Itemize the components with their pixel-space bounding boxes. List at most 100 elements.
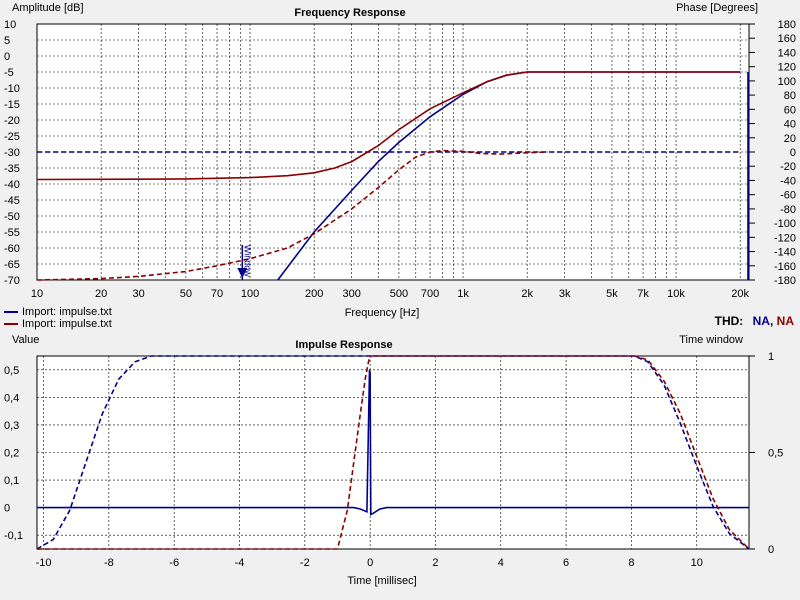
window-marker-label: Window xyxy=(242,245,252,278)
freq-right-tick-label: -80 xyxy=(780,204,796,216)
impulse-left-tick-label: 0,4 xyxy=(4,392,19,404)
impulse-left-tick-label: 0,3 xyxy=(4,420,19,432)
thd-value-red: NA xyxy=(777,314,794,328)
freq-x-tick-label: 20 xyxy=(95,288,107,300)
legend-item-red[interactable]: Import: impulse.txt xyxy=(4,318,112,330)
freq-chart-title: Frequency Response xyxy=(294,7,405,19)
thd-value-blue: NA xyxy=(753,314,770,328)
legend-label-blue: Import: impulse.txt xyxy=(22,306,112,318)
legend-item-blue[interactable]: Import: impulse.txt xyxy=(4,306,112,318)
freq-x-tick-label: 100 xyxy=(241,288,259,300)
freq-right-tick-label: -60 xyxy=(780,190,796,202)
impulse-left-tick-label: 0,1 xyxy=(4,475,19,487)
legend-swatch-blue xyxy=(4,311,18,313)
thd-label: THD: xyxy=(715,314,744,328)
impulse-right-axis-label: Time window xyxy=(679,334,743,346)
impulse-x-tick-label: -8 xyxy=(104,557,114,569)
impulse-x-tick-label: 4 xyxy=(498,557,504,569)
freq-left-tick-label: -25 xyxy=(4,131,20,143)
freq-left-tick-label: 10 xyxy=(4,19,16,31)
freq-x-tick-label: 50 xyxy=(180,288,192,300)
freq-right-tick-label: 60 xyxy=(784,104,796,116)
legend-label-red: Import: impulse.txt xyxy=(22,318,112,330)
impulse-x-axis-label: Time [millisec] xyxy=(347,575,416,587)
impulse-x-tick-label: 0 xyxy=(367,557,373,569)
impulse-x-ticks: -10 -8 -6 -4 -2 0 2 4 6 8 10 xyxy=(36,557,703,569)
freq-x-tick-label: 20k xyxy=(731,288,749,300)
impulse-right-ticks: 10,50 xyxy=(749,351,783,556)
freq-left-tick-label: -10 xyxy=(4,83,20,95)
impulse-x-tick-label: -4 xyxy=(235,557,245,569)
freq-right-tick-label: 160 xyxy=(778,33,796,45)
freq-left-tick-label: -20 xyxy=(4,115,20,127)
freq-left-tick-label: 0 xyxy=(4,51,10,63)
freq-x-tick-label: 10k xyxy=(667,288,685,300)
freq-right-tick-label: -100 xyxy=(774,218,796,230)
freq-right-tick-label: -160 xyxy=(774,261,796,273)
freq-right-tick-label: 20 xyxy=(784,133,796,145)
impulse-x-tick-label: 10 xyxy=(691,557,703,569)
legend-swatch-red xyxy=(4,323,18,325)
freq-right-axis-label: Phase [Degrees] xyxy=(676,2,758,14)
freq-x-tick-label: 200 xyxy=(305,288,323,300)
freq-right-tick-label: 0 xyxy=(790,147,796,159)
freq-right-tick-label: -140 xyxy=(774,247,796,259)
freq-right-tick-label: 120 xyxy=(778,62,796,74)
freq-left-ticks: 10 5 0 -5 -10 -15 -20 -25 -30 -35 -40 -45 -50 -55 -60 -… xyxy=(4,19,20,287)
freq-right-tick-label: -20 xyxy=(780,161,796,173)
freq-x-tick-label: 3k xyxy=(559,288,571,300)
freq-left-tick-label: -65 xyxy=(4,259,20,271)
freq-x-ticks: 10 20 30 50 70 100 200 300 500 700 1k 2k 3k 5k 7k 10k 20… xyxy=(31,288,750,300)
freq-x-tick-label: 5k xyxy=(606,288,618,300)
freq-left-tick-label: -40 xyxy=(4,179,20,191)
impulse-x-tick-label: 6 xyxy=(563,557,569,569)
thd-readout: THD: NA, NA xyxy=(715,314,794,328)
impulse-left-tick-label: 0 xyxy=(4,503,10,515)
impulse-x-tick-label: -10 xyxy=(36,557,52,569)
freq-left-tick-label: -45 xyxy=(4,195,20,207)
impulse-right-tick-label: 0,5 xyxy=(768,448,783,460)
freq-x-tick-label: 30 xyxy=(133,288,145,300)
freq-left-tick-label: -30 xyxy=(4,147,20,159)
impulse-left-tick-label: -0,1 xyxy=(4,530,23,542)
impulse-right-tick-label: 0 xyxy=(768,544,774,556)
freq-right-ticks: 180 160 140 120 100 80 60 40 20 0 -20 -40 -60 -80 -100… xyxy=(749,19,796,287)
freq-left-tick-label: -15 xyxy=(4,99,20,111)
freq-right-tick-label: 40 xyxy=(784,119,796,131)
freq-right-tick-label: -180 xyxy=(774,275,796,287)
impulse-left-axis-label: Value xyxy=(12,334,39,346)
freq-x-tick-label: 500 xyxy=(390,288,408,300)
impulse-x-tick-label: -2 xyxy=(300,557,310,569)
freq-x-tick-label: 7k xyxy=(637,288,649,300)
freq-x-tick-label: 2k xyxy=(521,288,533,300)
freq-x-tick-label: 700 xyxy=(421,288,439,300)
impulse-left-ticks: 0,5 0,4 0,3 0,2 0,1 0 -0,1 xyxy=(4,365,23,542)
freq-x-tick-label: 1k xyxy=(457,288,469,300)
freq-left-axis-label: Amplitude [dB] xyxy=(12,2,84,14)
impulse-right-tick-label: 1 xyxy=(768,351,774,363)
freq-left-tick-label: 5 xyxy=(4,35,10,47)
freq-right-tick-label: 180 xyxy=(778,19,796,31)
freq-right-tick-label: 80 xyxy=(784,90,796,102)
freq-left-tick-label: -60 xyxy=(4,243,20,255)
freq-left-tick-label: -35 xyxy=(4,163,20,175)
freq-left-tick-label: -50 xyxy=(4,211,20,223)
freq-x-tick-label: 300 xyxy=(342,288,360,300)
impulse-x-tick-label: -6 xyxy=(169,557,179,569)
chart-canvas: 1050-5-10-15-20-25-30-35-40-45-50-55-60-… xyxy=(0,0,800,600)
freq-left-tick-label: -5 xyxy=(4,67,14,79)
freq-left-tick-label: -55 xyxy=(4,227,20,239)
freq-x-tick-label: 10 xyxy=(31,288,43,300)
thd-separator: , xyxy=(770,314,773,328)
impulse-left-tick-label: 0,2 xyxy=(4,448,19,460)
freq-right-tick-label: 100 xyxy=(778,76,796,88)
freq-left-tick-label: -70 xyxy=(4,275,20,287)
impulse-chart-title: Impulse Response xyxy=(295,339,392,351)
freq-right-tick-label: -120 xyxy=(774,232,796,244)
freq-x-tick-label: 70 xyxy=(211,288,223,300)
impulse-x-tick-label: 2 xyxy=(432,557,438,569)
impulse-x-tick-label: 8 xyxy=(628,557,634,569)
impulse-left-tick-label: 0,5 xyxy=(4,365,19,377)
freq-x-axis-label: Frequency [Hz] xyxy=(345,307,420,319)
freq-right-tick-label: 140 xyxy=(778,47,796,59)
